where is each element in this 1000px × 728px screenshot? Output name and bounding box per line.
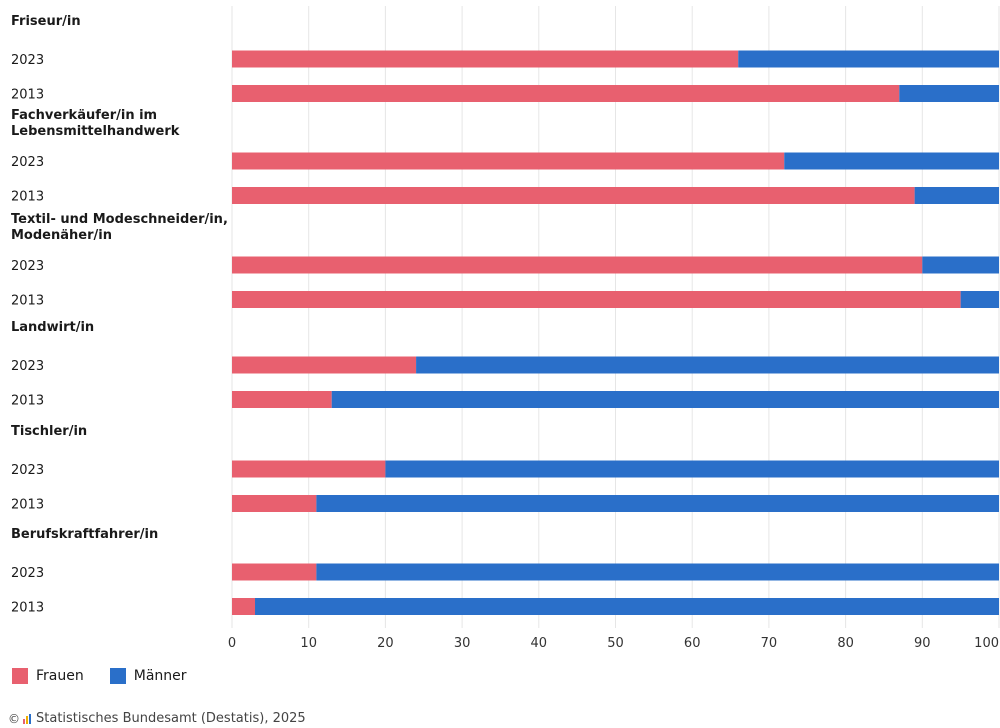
legend: Frauen Männer	[12, 668, 213, 684]
year-label-5-1: 2013	[11, 601, 44, 616]
year-label-5-0: 2023	[11, 566, 44, 581]
copyright-symbol: ©	[8, 711, 20, 726]
group-label-2: Textil- und Modeschneider/in, Modenäher/i…	[11, 212, 228, 243]
tick-label-80: 80	[837, 636, 854, 651]
tick-label-90: 90	[914, 636, 931, 651]
year-label-1-1: 2013	[11, 190, 44, 205]
bar-frauen-1-0	[232, 152, 785, 170]
stacked-bar-chart: Friseur/in 2023 2013 Fachverkäufer/in im Leb…	[11, 6, 1000, 651]
bar-frauen-0-0	[232, 50, 739, 68]
year-label-2-1: 2013	[11, 294, 44, 309]
source-footer: © Statistisches Bundesamt (Destatis), 20…	[8, 711, 306, 726]
source-text: Statistisches Bundesamt (Destatis), 2025	[36, 711, 306, 726]
destatis-logo-icon	[23, 713, 32, 724]
bar-maenner-0-1	[899, 85, 999, 102]
legend-item-frauen[interactable]: Frauen	[12, 668, 84, 684]
group-label-3: Landwirt/in	[11, 320, 94, 335]
legend-swatch-frauen	[12, 668, 28, 684]
tick-label-20: 20	[377, 636, 394, 651]
tick-label-30: 30	[454, 636, 471, 651]
tick-label-70: 70	[761, 636, 778, 651]
bar-frauen-3-1	[232, 391, 332, 408]
bar-frauen-5-1	[232, 598, 256, 615]
tick-label-100: 100	[974, 636, 999, 651]
bar-frauen-5-0	[232, 563, 317, 581]
tick-label-0: 0	[228, 636, 236, 651]
bar-frauen-4-1	[232, 495, 317, 512]
bar-frauen-0-1	[232, 85, 900, 102]
bar-maenner-1-0	[784, 152, 999, 170]
legend-label-maenner: Männer	[133, 668, 187, 684]
bar-maenner-1-1	[914, 187, 999, 204]
group-label-5: Berufskraftfahrer/in	[11, 527, 158, 542]
year-label-2-0: 2023	[11, 259, 44, 274]
bar-maenner-4-0	[385, 460, 999, 478]
bar-frauen-3-0	[232, 356, 417, 374]
bar-frauen-2-0	[232, 256, 923, 274]
year-label-4-0: 2023	[11, 463, 44, 478]
bar-frauen-2-1	[232, 291, 961, 308]
bar-frauen-4-0	[232, 460, 386, 478]
legend-swatch-maenner	[109, 668, 126, 684]
group-label-4: Tischler/in	[11, 424, 87, 439]
bar-maenner-4-1	[316, 495, 999, 512]
bar-maenner-3-0	[416, 356, 1000, 374]
year-label-3-1: 2013	[11, 394, 44, 409]
tick-label-50: 50	[607, 636, 624, 651]
bar-frauen-1-1	[232, 187, 915, 204]
bar-maenner-5-0	[316, 563, 999, 581]
bar-maenner-3-1	[331, 391, 1000, 408]
year-label-0-1: 2013	[11, 88, 44, 103]
legend-label-frauen: Frauen	[36, 668, 84, 684]
bar-maenner-0-0	[738, 50, 999, 68]
year-label-1-0: 2023	[11, 155, 44, 170]
tick-label-40: 40	[531, 636, 548, 651]
tick-label-10: 10	[300, 636, 317, 651]
year-label-3-0: 2023	[11, 359, 44, 374]
bar-maenner-5-1	[255, 598, 999, 615]
year-label-4-1: 2013	[11, 498, 44, 513]
bar-maenner-2-1	[960, 291, 999, 308]
group-label-0: Friseur/in	[11, 14, 81, 29]
year-label-0-0: 2023	[11, 53, 44, 68]
bar-maenner-2-0	[922, 256, 999, 274]
group-label-1: Fachverkäufer/in im Lebensmittelhandwerk	[11, 108, 180, 139]
tick-label-60: 60	[684, 636, 701, 651]
legend-item-maenner[interactable]: Männer	[109, 668, 187, 684]
